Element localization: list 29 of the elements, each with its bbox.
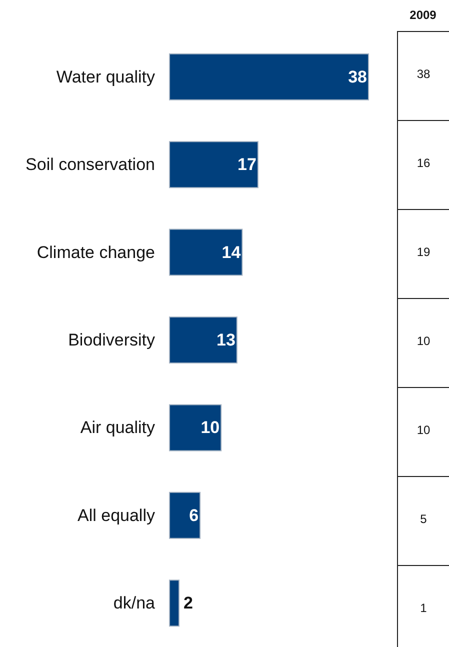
text: 10 (416, 422, 430, 436)
y-tick-label: Air quality (80, 418, 156, 438)
text: 16 (416, 156, 430, 170)
bar (169, 580, 180, 627)
text: 2009 (410, 8, 436, 22)
data-label: 6 (189, 506, 199, 525)
data-label: 14 (222, 242, 242, 262)
bar (169, 404, 222, 452)
bar (169, 141, 258, 188)
y-tick-label: Climate change (36, 242, 155, 262)
data-label: 13 (216, 330, 236, 350)
text: 38 (416, 66, 430, 80)
text: 19 (416, 244, 430, 258)
data-label: 2 (184, 594, 193, 613)
bar (169, 53, 369, 100)
data-label: 38 (348, 67, 367, 86)
bar (169, 492, 201, 539)
data-label: 10 (200, 418, 220, 438)
bar (169, 316, 238, 364)
y-tick-label: Biodiversity (68, 330, 156, 350)
text: 5 (420, 512, 427, 526)
y-tick-label: dk/na (113, 594, 156, 613)
bar (169, 228, 243, 276)
data-label: 17 (238, 155, 256, 174)
y-tick-label: All equally (78, 506, 156, 525)
y-tick-label: Soil conservation (26, 155, 155, 174)
text: 10 (416, 334, 430, 348)
y-tick-label: Water quality (56, 67, 156, 86)
text: 1 (420, 600, 427, 614)
